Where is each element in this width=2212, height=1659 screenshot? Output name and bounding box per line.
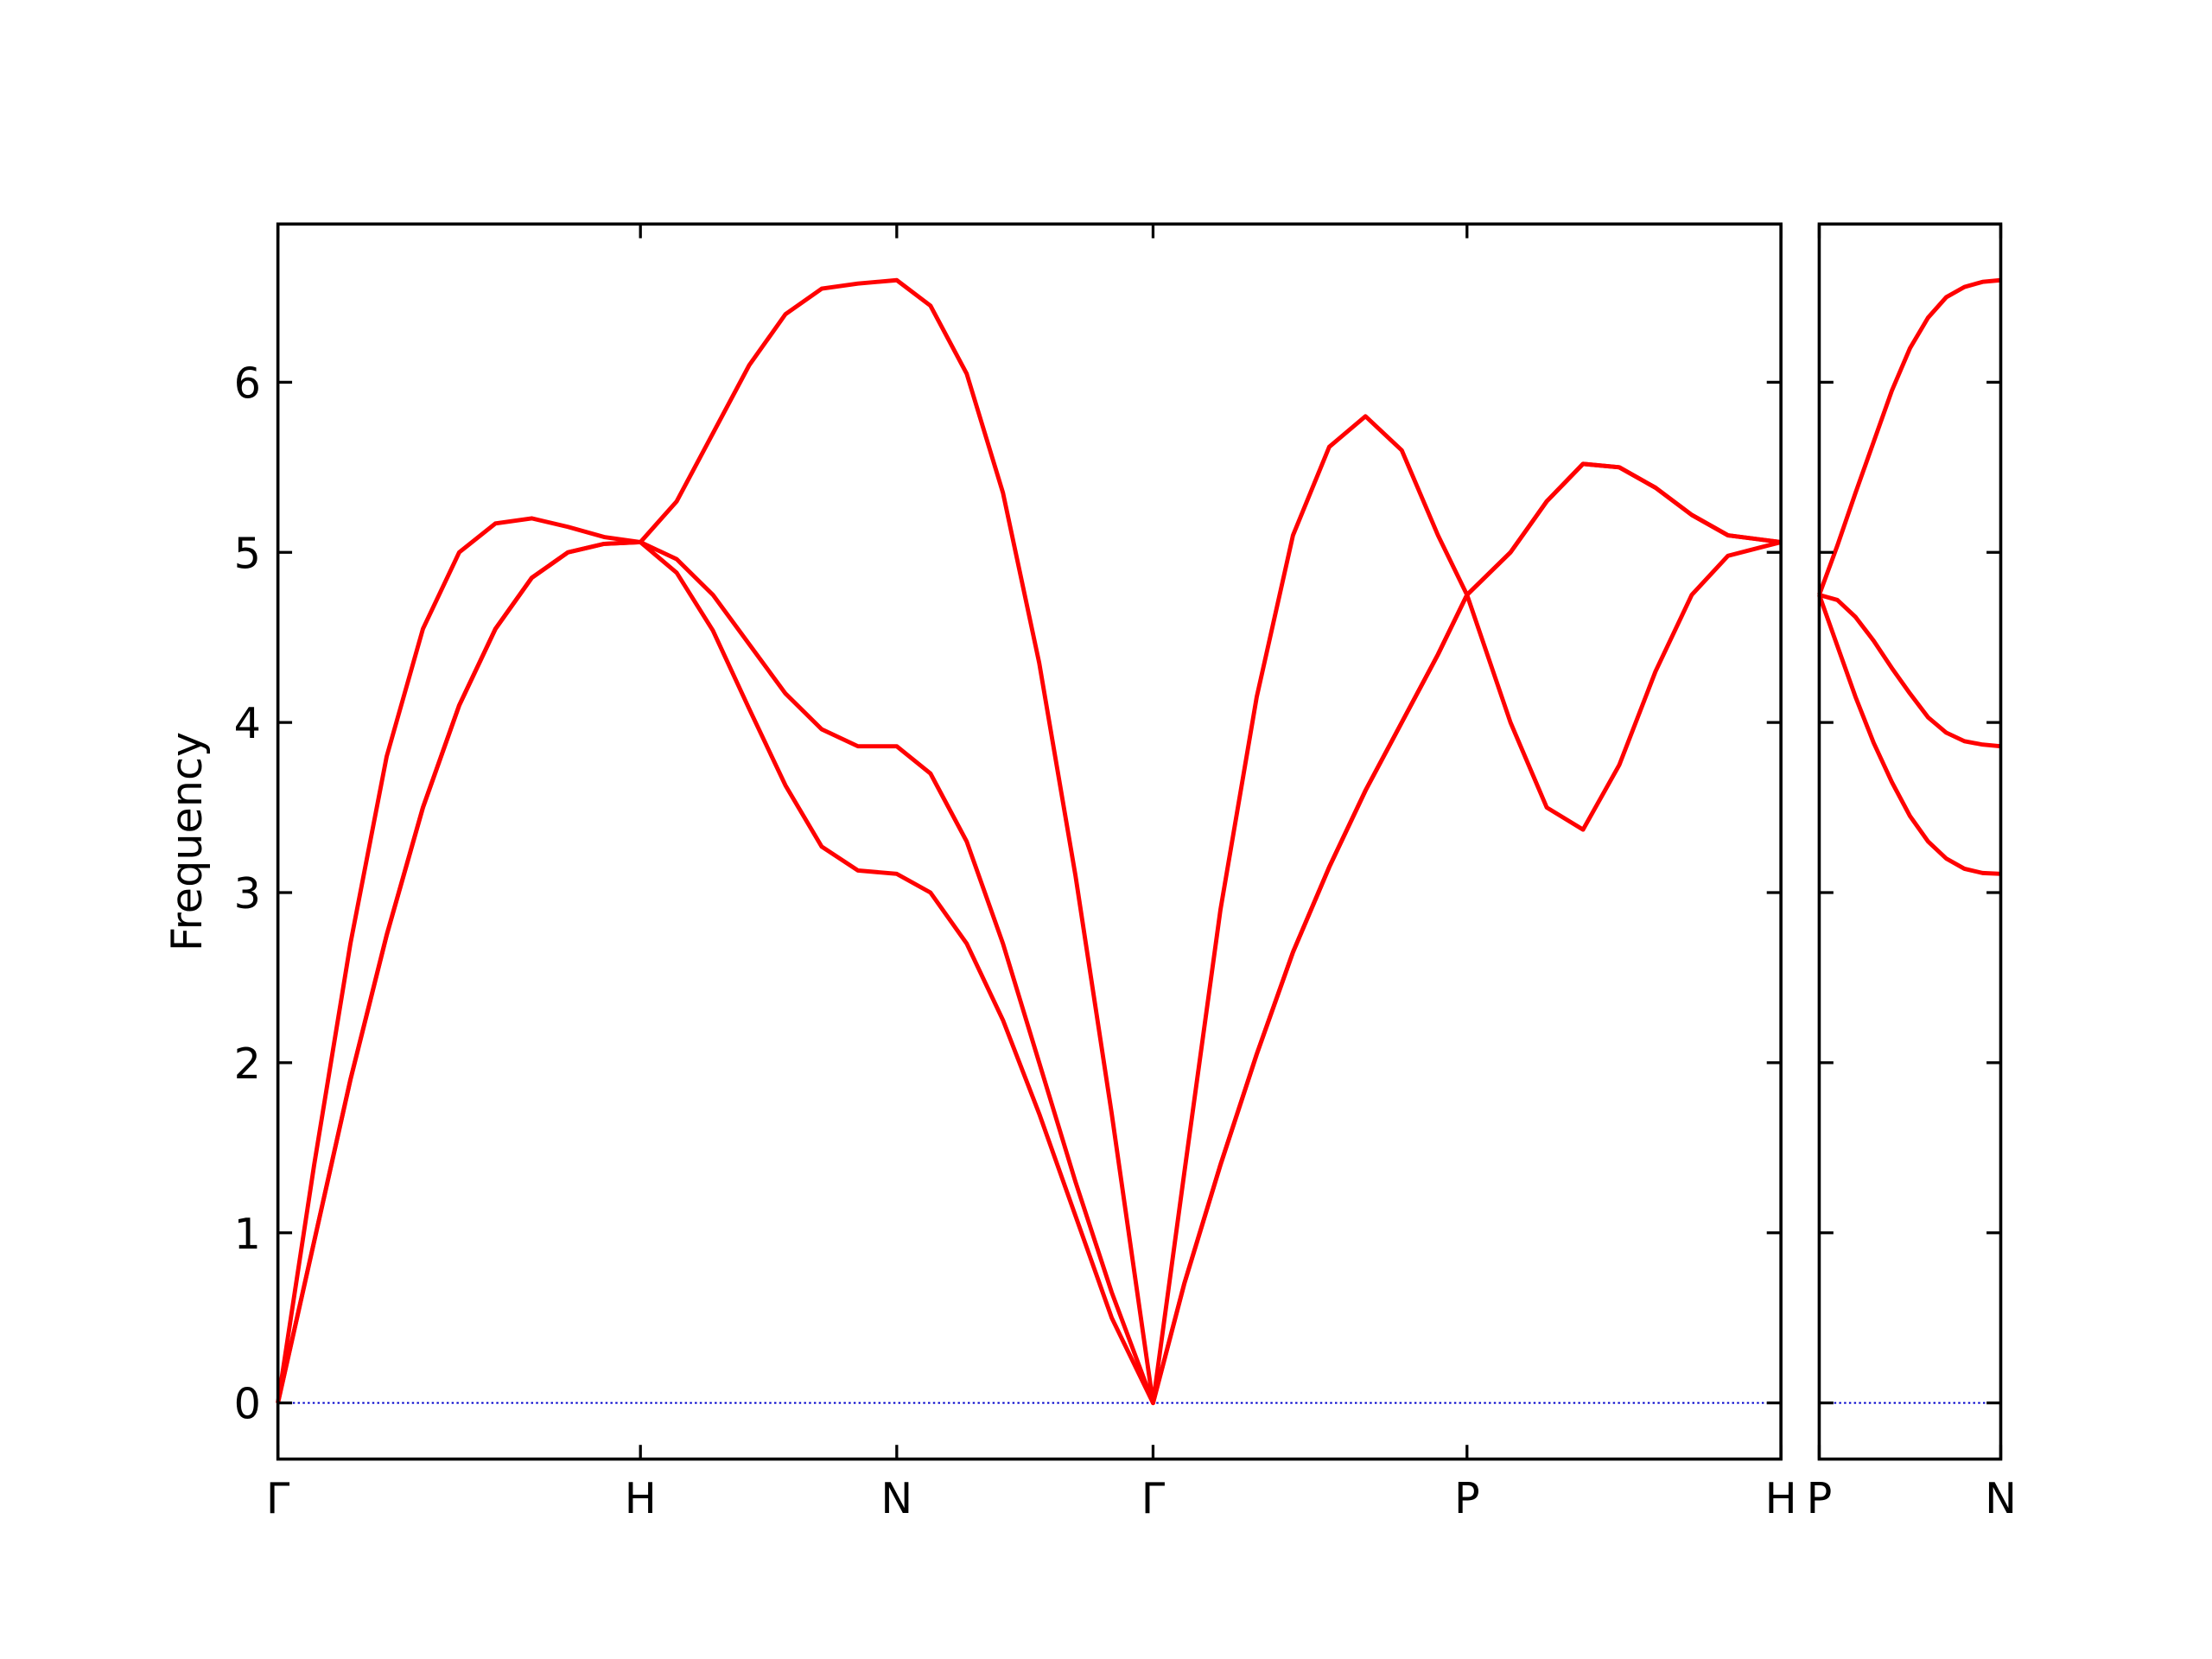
band-line	[276, 277, 1782, 1406]
y-tick-label: 5	[234, 528, 261, 578]
y-axis-label: Frequency	[162, 732, 212, 951]
band-line	[1818, 593, 2001, 749]
y-tick-label: 1	[234, 1209, 261, 1259]
y-tick-label: 4	[234, 698, 261, 748]
band-line	[1817, 277, 2001, 596]
x-tick-label: Γ	[266, 1473, 290, 1523]
x-tick-label: H	[625, 1473, 657, 1523]
y-tick-label: 6	[234, 358, 261, 408]
y-tick-label: 3	[234, 868, 261, 918]
y-tick-label: 2	[234, 1039, 261, 1089]
axes-frame	[276, 222, 1783, 1461]
x-tick-label: P	[1807, 1473, 1833, 1523]
x-tick-label: P	[1454, 1473, 1480, 1523]
axes-frame	[1817, 222, 2003, 1461]
x-tick-label: H	[1765, 1473, 1797, 1523]
x-tick-label: N	[880, 1473, 912, 1523]
y-tick-label: 0	[234, 1379, 261, 1429]
band-line	[1817, 594, 2001, 876]
x-tick-label: N	[1985, 1473, 2017, 1523]
x-tick-label: Γ	[1141, 1473, 1166, 1523]
